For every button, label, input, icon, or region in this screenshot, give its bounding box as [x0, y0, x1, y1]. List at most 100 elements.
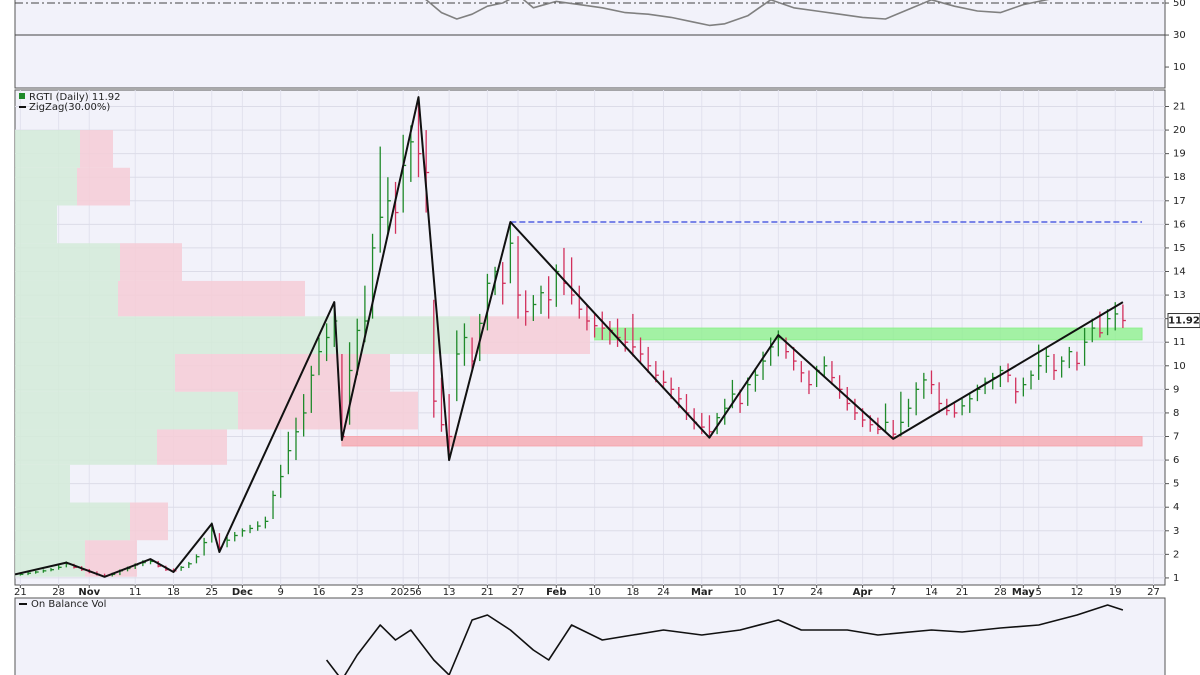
volume-by-price-down: [157, 429, 227, 465]
x-tick-label: 7: [890, 587, 896, 598]
price-bar: [716, 412, 721, 435]
volume-by-price-up: [15, 391, 238, 430]
price-bar: [961, 398, 966, 416]
price-bar: [42, 569, 47, 573]
price-bar: [440, 377, 445, 432]
price-bar: [57, 564, 62, 570]
x-tick-label: 28: [52, 587, 65, 598]
x-tick-label: 27: [512, 587, 525, 598]
y-tick-label: 13: [1173, 290, 1186, 301]
price-bar: [272, 490, 277, 519]
price-bar: [923, 372, 927, 399]
price-bar: [953, 403, 958, 418]
obv-plot: [325, 604, 1124, 675]
price-bar: [831, 361, 835, 385]
price-bar: [310, 365, 315, 413]
price-bar: [1038, 344, 1042, 380]
price-bar: [662, 370, 667, 390]
price-bar: [915, 382, 920, 416]
volume-by-price-up: [15, 429, 157, 465]
volume-by-price-up: [15, 205, 57, 244]
price-bar: [27, 572, 32, 576]
price-bar: [548, 276, 552, 319]
x-tick-label: 10: [588, 587, 601, 598]
legend-price: RGTI (Daily) 11.92: [29, 92, 121, 103]
price-bar: [601, 311, 606, 340]
x-tick-label: 16: [313, 587, 326, 598]
support-zone: [341, 436, 1143, 447]
x-tick-label: 17: [772, 587, 785, 598]
rsi-plot: [15, 0, 1165, 36]
price-bar: [456, 330, 460, 402]
price-bar: [999, 365, 1004, 387]
price-bar: [195, 554, 200, 564]
y-tick-label: 30: [1173, 30, 1186, 41]
price-bar: [356, 318, 361, 376]
price-bar: [639, 337, 644, 364]
obv-title: On Balance Vol: [31, 599, 106, 610]
zigzag-line: [15, 96, 1124, 578]
price-bar: [884, 403, 889, 432]
price-bar: [1122, 304, 1126, 329]
last-price-box: [1167, 313, 1200, 329]
y-tick-label: 11: [1173, 337, 1186, 348]
rsi-panel: [14, 0, 1166, 89]
price-bar: [387, 177, 391, 237]
y-tick-label: 8: [1173, 408, 1179, 419]
price-bar: [532, 295, 537, 321]
x-tick-label: 14: [925, 587, 938, 598]
price-bar: [249, 524, 254, 534]
x-tick-label: 24: [810, 587, 823, 598]
price-bar: [1022, 377, 1027, 397]
price-bar: [1076, 351, 1080, 371]
x-tick-label: 6: [415, 587, 421, 598]
y-tick-label: 15: [1173, 243, 1186, 254]
price-bar: [900, 391, 904, 437]
x-tick-label: 21: [956, 587, 969, 598]
indicator-line: [424, 0, 1050, 27]
y-tick-label: 7: [1173, 432, 1179, 443]
y-tick-label: 10: [1173, 361, 1186, 372]
price-bar: [517, 236, 522, 319]
x-tick-label: 27: [1147, 587, 1160, 598]
price-bar: [325, 323, 330, 362]
volume-by-price-up: [15, 130, 80, 168]
x-tick-label: 21: [481, 587, 494, 598]
x-tick-label: Nov: [78, 587, 100, 598]
price-bar: [1068, 346, 1073, 369]
x-tick-label: 11: [129, 587, 142, 598]
price-bar: [486, 273, 491, 331]
volume-by-price-down: [85, 540, 137, 577]
volume-by-price-down: [120, 243, 182, 281]
x-tick-label: 2025: [390, 587, 415, 598]
x-tick-label: 25: [205, 587, 218, 598]
volume-by-price-down: [470, 316, 590, 354]
x-tick-label: 12: [1071, 587, 1084, 598]
x-tick-label: Feb: [546, 587, 566, 598]
x-tick-label: 24: [657, 587, 670, 598]
x-tick-label: May: [1012, 587, 1035, 598]
price-bar: [708, 415, 713, 438]
price-bar: [930, 370, 935, 395]
y-tick-label: 17: [1173, 196, 1186, 207]
volume-by-price-down: [130, 502, 168, 541]
price-bar: [180, 566, 185, 571]
price-bar: [854, 398, 858, 420]
y-tick-label: 6: [1173, 455, 1179, 466]
x-tick-label: 23: [351, 587, 364, 598]
price-bar: [203, 537, 208, 556]
price-bar: [570, 257, 575, 305]
price-bar: [969, 394, 973, 413]
price-bar: [1030, 370, 1035, 390]
price-bar: [1106, 309, 1111, 336]
price-bar: [593, 313, 598, 338]
y-tick-label: 5: [1173, 479, 1179, 490]
price-plot: [15, 90, 1165, 585]
price-bar: [578, 285, 583, 319]
price-bar: [50, 568, 54, 572]
price-bar: [433, 299, 437, 418]
price-bar: [800, 361, 805, 383]
price-bar: [907, 398, 912, 428]
price-bar: [754, 368, 759, 392]
price-bar: [1060, 356, 1065, 378]
